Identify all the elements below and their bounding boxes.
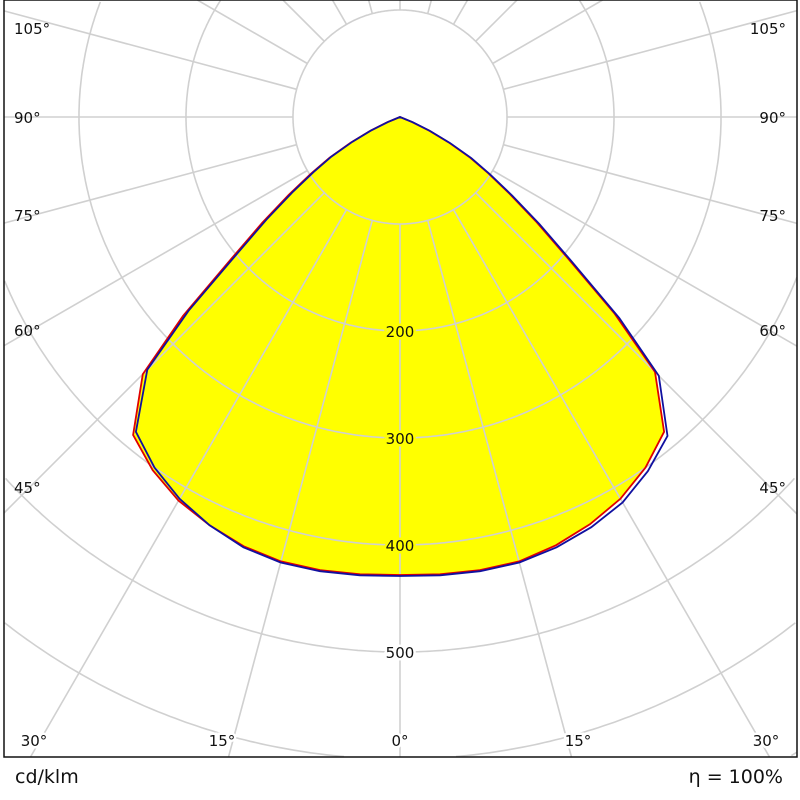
angle-label-bottom: 0° [391, 732, 408, 750]
grid-spoke [452, 0, 469, 25]
efficiency-label: η = 100% [688, 766, 783, 788]
grid-spoke [426, 220, 573, 758]
grid-ring [185, 0, 615, 332]
grid-spoke [492, 0, 604, 65]
grid-spoke [227, 220, 374, 758]
polar-grid [3, 0, 798, 758]
angle-label-right: 45° [759, 479, 786, 497]
grid-spoke [426, 0, 433, 14]
unit-label: cd/klm [15, 766, 79, 788]
grid-spoke [3, 169, 308, 347]
grid-ring [3, 277, 798, 546]
angle-label-right: 90° [759, 109, 786, 127]
grid-spoke [29, 209, 348, 758]
grid-spoke [282, 0, 325, 42]
grid-spoke [3, 192, 325, 514]
angle-label-right: 60° [759, 322, 786, 340]
angle-label-bottom: 30° [21, 732, 48, 750]
grid-spoke [452, 209, 771, 758]
angle-label-right: 105° [750, 20, 786, 38]
radial-tick-label: 400 [386, 537, 415, 555]
grid-spoke [503, 143, 798, 225]
angle-label-bottom: 15° [565, 732, 592, 750]
radial-tick-label: 300 [386, 430, 415, 448]
grid-spoke [3, 10, 297, 91]
radial-tick-label: 200 [386, 323, 415, 341]
plot-border [3, 0, 798, 758]
angle-label-left: 60° [14, 322, 41, 340]
angle-label-bottom: 30° [753, 732, 780, 750]
axis-labels: 200 300 400 500 105° 105° 90° 90° 75° 75° 60° 60° 45… [14, 20, 786, 753]
grid-spoke [3, 143, 297, 224]
grid-ring [5, 477, 795, 653]
grid-spoke [475, 192, 798, 515]
grid-spoke [196, 0, 308, 65]
angle-label-left: 75° [14, 207, 41, 225]
radial-tick-label: 500 [386, 644, 415, 662]
grid-spoke [475, 0, 518, 42]
angle-label-bottom: 15° [209, 732, 236, 750]
grid-spoke [331, 0, 348, 25]
angle-label-left: 105° [14, 20, 50, 38]
grid-spoke [503, 9, 798, 91]
grid-spoke [492, 169, 798, 347]
intensity-curves [132, 116, 669, 577]
curve-c90-c270 [134, 116, 669, 577]
angle-label-left: 90° [14, 109, 41, 127]
angle-label-left: 45° [14, 479, 41, 497]
grid-ring [9, 752, 797, 755]
grid-spoke [367, 0, 374, 14]
angle-label-right: 75° [759, 207, 786, 225]
intensity-fill [133, 117, 665, 575]
grid-ring [78, 1, 722, 439]
grid-ring [4, 622, 796, 758]
